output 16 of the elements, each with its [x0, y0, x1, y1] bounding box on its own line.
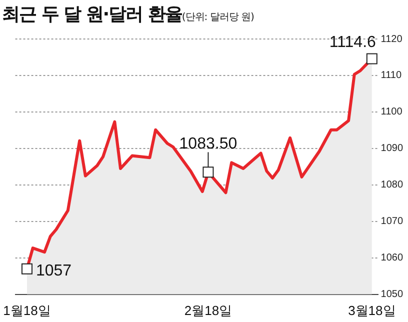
annotation: 1057 [36, 262, 72, 280]
y-tick-label: 1090 [380, 143, 404, 154]
y-tick-label: 1100 [380, 106, 403, 118]
x-tick-label: 1월18일 [3, 302, 51, 318]
x-tick-label: 3월18일 [348, 302, 396, 318]
chart-title: 최근 두 달 원·달러 환율 [2, 4, 182, 25]
annotation: 1083.50 [179, 136, 238, 153]
y-tick-label: 1080 [380, 180, 404, 191]
chart-subtitle: (단위: 달러당 원) [182, 12, 254, 23]
y-tick-label: 1120 [380, 34, 403, 45]
annotation: 1114.6 [329, 34, 376, 52]
y-tick-label: 1070 [380, 216, 404, 228]
y-tick-label: 1050 [380, 289, 404, 300]
x-tick-label: 2월18일 [184, 302, 232, 318]
y-tick-label: 1060 [380, 252, 404, 264]
y-tick-label: 1110 [380, 70, 402, 82]
